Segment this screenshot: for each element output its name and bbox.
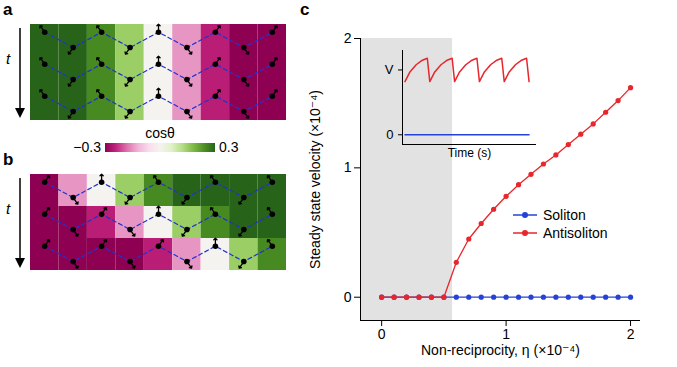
svg-text:1: 1: [502, 326, 510, 342]
html-text:b: b: [3, 150, 14, 169]
svg-text:2: 2: [344, 30, 352, 46]
svg-text:Non-reciprocity, η (×10⁻⁴): Non-reciprocity, η (×10⁻⁴): [421, 342, 580, 358]
html-text:Soliton: Soliton: [543, 207, 586, 223]
svg-text:t: t: [6, 50, 11, 67]
svg-text:0: 0: [378, 326, 386, 342]
svg-text:t: t: [6, 200, 11, 217]
svg-text:2: 2: [627, 326, 635, 342]
html-text:−0.3: −0.3: [73, 139, 101, 155]
html-text:c: c: [300, 0, 310, 19]
svg-text:1: 1: [344, 159, 352, 175]
svg-text:Steady state velocity (×10⁻⁴): Steady state velocity (×10⁻⁴): [307, 90, 323, 269]
html-text:a: a: [3, 0, 13, 19]
svg-text:V: V: [385, 62, 394, 77]
svg-text:0: 0: [386, 127, 393, 142]
html-text:Antisoliton: Antisoliton: [543, 225, 608, 241]
svg-text:0: 0: [344, 289, 352, 305]
html-text:cosθ: cosθ: [145, 125, 175, 141]
html-text:0.3: 0.3: [219, 139, 239, 155]
svg-text:Time (s): Time (s): [448, 146, 492, 160]
